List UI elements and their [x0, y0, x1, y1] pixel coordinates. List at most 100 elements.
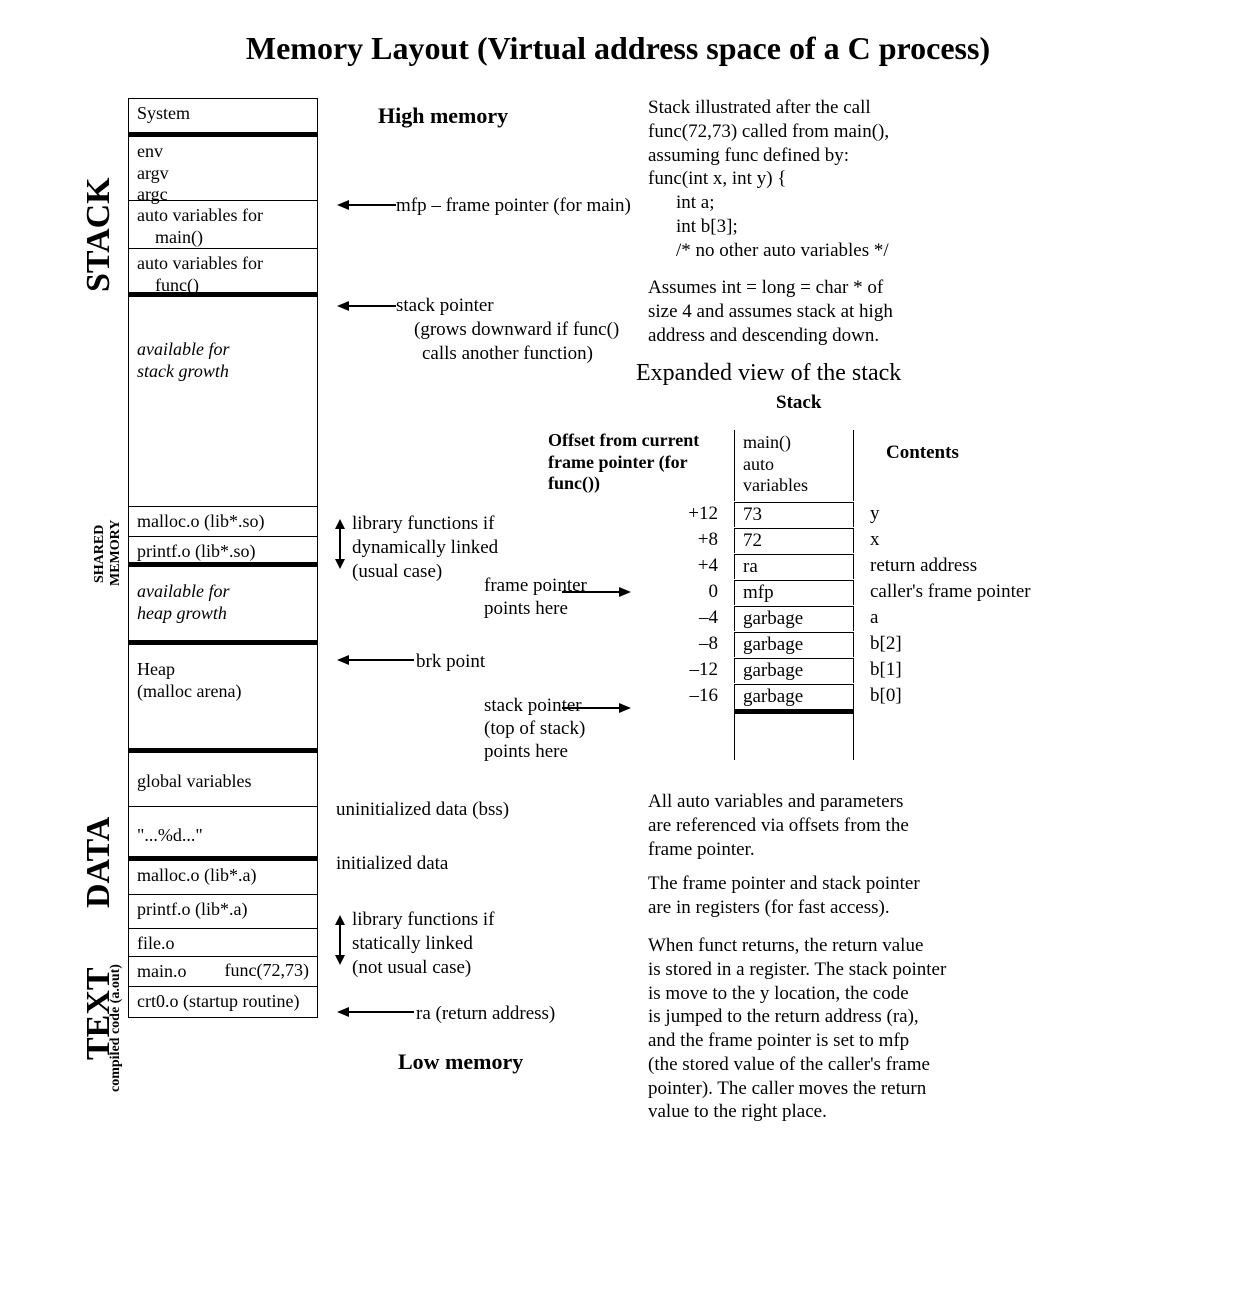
stk-contents-header: Contents [886, 442, 959, 464]
stack-row-offset: –8 [548, 633, 718, 655]
p3l6: (the stored value of the caller's frame [648, 1054, 930, 1075]
label-statlib-1: library functions if [352, 909, 494, 930]
memory-column: System env argv argc auto variables for … [128, 98, 318, 1018]
cell-env-argv-argc: env argv argc [129, 137, 317, 201]
stk-stack-label: Stack [776, 392, 821, 414]
stack-row: +4 ra return address [548, 554, 1128, 580]
label-brk: brk point [416, 650, 485, 674]
lbl-auto-main-2: main() [137, 227, 203, 247]
stack-row: +12 73 y [548, 502, 1128, 528]
stack-row-contents: b[0] [870, 685, 902, 707]
p3l8: value to the right place. [648, 1101, 827, 1122]
lbl-argc: argc [137, 184, 168, 204]
lbl-argv: argv [137, 163, 169, 183]
stk-head-cell: main() auto variables [734, 430, 854, 501]
lbl-avail-stack-2: stack growth [137, 361, 229, 381]
page-title: Memory Layout (Virtual address space of … [0, 30, 1236, 67]
label-sp-3: calls another function) [396, 342, 619, 366]
lbl-avail-heap-1: available for [137, 581, 230, 601]
label-low-memory: Low memory [398, 1048, 523, 1076]
cell-avail-heap: available for heap growth [129, 567, 317, 645]
desc-block-1: Stack illustrated after the call func(72… [648, 96, 889, 262]
label-stack: STACK [80, 177, 118, 292]
stack-row-contents: y [870, 503, 880, 525]
p3l1: When funct returns, the return value [648, 935, 923, 956]
para-1: All auto variables and parameters are re… [648, 790, 909, 861]
stack-row-offset: +8 [548, 529, 718, 551]
stack-row: –12 garbage b[1] [548, 658, 1128, 684]
label-sp-1: stack pointer [396, 295, 494, 316]
label-ra: ra (return address) [416, 1002, 555, 1026]
stack-row-contents: a [870, 607, 878, 629]
cell-auto-func: auto variables for func() [129, 249, 317, 297]
cell-system: System [129, 99, 317, 137]
stk-head-l3: variables [743, 475, 808, 495]
p3l4: is jumped to the return address (ra), [648, 1006, 919, 1027]
stk-sp-l2: (top of stack) [484, 718, 585, 739]
lbl-env: env [137, 141, 163, 161]
lbl-auto-func-2: func() [137, 275, 199, 295]
stack-row-contents: b[1] [870, 659, 902, 681]
lbl-auto-main-1: auto variables for [137, 205, 263, 225]
p1l3: frame pointer. [648, 839, 755, 860]
cell-crt0: crt0.o (startup routine) [129, 987, 317, 1017]
label-compiled: compiled code (a.out) [108, 964, 124, 1092]
d1l4: func(int x, int y) { [648, 168, 786, 189]
lbl-heap-2: (malloc arena) [137, 681, 241, 701]
stk-sp-l1: stack pointer [484, 695, 582, 716]
cell-avail-stack: available for stack growth [129, 297, 317, 507]
stack-row: –8garbageb[2] [548, 632, 1128, 658]
label-statlib: library functions if statically linked (… [352, 908, 494, 979]
stack-row-offset: +12 [548, 503, 718, 525]
cell-file-o: file.o [129, 929, 317, 957]
label-statlib-2: statically linked [352, 933, 473, 954]
stk-head-l2: auto [743, 454, 774, 474]
stack-row-value: garbage [734, 658, 854, 683]
lbl-avail-stack-1: available for [137, 339, 230, 359]
label-dynlib-1: library functions if [352, 513, 494, 534]
para-2: The frame pointer and stack pointer are … [648, 872, 920, 920]
stack-row: +872x [548, 528, 1128, 554]
stk-fp-note: frame pointer points here [484, 575, 587, 621]
stack-row-offset: +4 [548, 555, 718, 577]
p1l1: All auto variables and parameters [648, 791, 903, 812]
lbl-auto-func-1: auto variables for [137, 253, 263, 273]
label-dynlib-2: dynamically linked [352, 537, 498, 558]
stack-row-value: ra [734, 554, 854, 579]
label-data: DATA [80, 817, 118, 908]
label-memory: MEMORY [108, 520, 124, 586]
label-init: initialized data [336, 852, 448, 876]
cell-printf-so: printf.o (lib*.so) [129, 537, 317, 567]
stack-row: –4garbagea [548, 606, 1128, 632]
cell-heap: Heap (malloc arena) [129, 645, 317, 753]
label-mfp: mfp – frame pointer (for main) [396, 194, 631, 218]
stack-row-value: garbage [734, 606, 854, 631]
lbl-heap-1: Heap [137, 659, 175, 679]
para-3: When funct returns, the return value is … [648, 934, 946, 1124]
d2l3: address and descending down. [648, 325, 879, 346]
d1l2: func(72,73) called from main(), [648, 121, 889, 142]
d1l5: int a; [648, 191, 889, 215]
stack-row-value: 73 [734, 502, 854, 527]
cell-main-o: main.o func(72,73) [129, 957, 317, 987]
p1l2: are referenced via offsets from the [648, 815, 909, 836]
label-high-memory: High memory [378, 102, 508, 130]
p2l1: The frame pointer and stack pointer [648, 873, 920, 894]
heading-expanded: Expanded view of the stack [636, 360, 901, 387]
stack-row-contents: x [870, 529, 880, 551]
p3l3: is move to the y location, the code [648, 983, 909, 1004]
stack-row-value: mfp [734, 580, 854, 605]
label-sp-2: (grows downward if func() [396, 318, 619, 342]
stack-row-contents: caller's frame pointer [870, 581, 1031, 603]
stack-row-contents: b[2] [870, 633, 902, 655]
stk-sp-l3: points here [484, 741, 568, 762]
stack-row-contents: return address [870, 555, 977, 577]
cell-auto-main: auto variables for main() [129, 201, 317, 249]
cell-malloc-so: malloc.o (lib*.so) [129, 507, 317, 537]
cell-initdata: "...%d..." [129, 807, 317, 861]
stack-row-offset: –12 [548, 659, 718, 681]
desc-block-2: Assumes int = long = char * of size 4 an… [648, 276, 893, 347]
d1l1: Stack illustrated after the call [648, 97, 871, 118]
d1l6: int b[3]; [648, 215, 889, 239]
cell-printf-a: printf.o (lib*.a) [129, 895, 317, 929]
